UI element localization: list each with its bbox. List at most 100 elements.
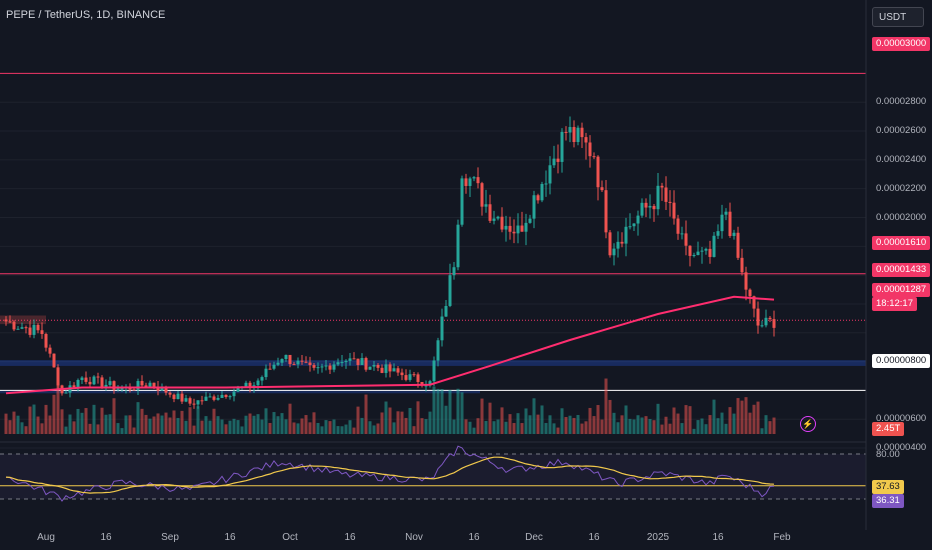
volume-bar [156, 413, 160, 434]
candle-body [184, 398, 188, 402]
candle-body [496, 216, 500, 219]
candle-body [348, 358, 352, 361]
candle-body [328, 365, 332, 370]
volume-bar [300, 418, 304, 434]
volume-bar [600, 419, 604, 434]
volume-bar [140, 408, 144, 434]
volume-bar [340, 426, 344, 434]
volume-bar [488, 402, 492, 434]
volume-bar [708, 415, 712, 434]
candle-body [344, 360, 348, 363]
candle-body [352, 358, 356, 360]
candle-body [4, 319, 8, 322]
candle-body [216, 397, 220, 400]
volume-bar [392, 422, 396, 434]
candle-body [172, 394, 176, 400]
volume-bar [728, 407, 732, 434]
rsi-ma-line [5, 456, 775, 494]
volume-bar [472, 427, 476, 434]
volume-bar [656, 403, 660, 434]
price-tick-label: 0.00002000 [876, 211, 927, 223]
candle-body [164, 386, 168, 393]
volume-bar [236, 420, 240, 434]
volume-bar [196, 406, 200, 434]
time-tick-label: 16 [344, 532, 356, 543]
candle-body [284, 354, 288, 359]
candle-body [772, 319, 776, 328]
volume-bar [440, 388, 444, 434]
volume-bar [664, 416, 668, 434]
candle-body [756, 308, 760, 326]
candle-body [292, 364, 296, 366]
volume-bar [292, 422, 296, 434]
volume-bar [108, 414, 112, 434]
candle-body [560, 131, 564, 162]
volume-tag: 2.45T [872, 422, 905, 436]
volume-bar [28, 406, 32, 434]
candle-body [760, 325, 764, 327]
volume-bar [72, 421, 76, 434]
rsi-ma-tag: 37.63 [872, 480, 904, 494]
candle-body [380, 367, 384, 373]
volume-bar [528, 415, 532, 434]
volume-bar [484, 420, 488, 434]
volume-bar [436, 388, 440, 434]
candle-body [688, 245, 692, 256]
volume-bar [16, 415, 20, 434]
currency-button[interactable]: USDT [872, 7, 924, 27]
volume-bar [644, 416, 648, 434]
candle-body [596, 156, 600, 188]
volume-bar [504, 421, 508, 434]
volume-bar [564, 417, 568, 434]
volume-bar [464, 419, 468, 434]
volume-bar [208, 420, 212, 434]
volume-bar [360, 417, 364, 434]
moving-average [5, 295, 775, 395]
candle-body [224, 394, 228, 397]
volume-bar [128, 415, 132, 434]
candle-body [336, 362, 340, 365]
volume-bar [104, 414, 108, 434]
volume-bar [308, 422, 312, 434]
volume-bar [36, 416, 40, 434]
volume-bar [312, 412, 316, 434]
volume-bar [736, 398, 740, 434]
price-tick-label: 0.00000600 [876, 413, 927, 425]
candle-body [272, 364, 276, 369]
volume-bar [316, 422, 320, 434]
volume-bar [668, 423, 672, 434]
volume-bar [168, 417, 172, 434]
candle-body [616, 241, 620, 249]
volume-bar [588, 407, 592, 434]
candle-body [460, 178, 464, 225]
candle-body [404, 375, 408, 380]
volume-bar [452, 419, 456, 434]
volume-bar [732, 413, 736, 434]
volume-bar [512, 423, 516, 434]
price-tick-label: 0.00002200 [876, 182, 927, 194]
candle-body [92, 376, 96, 385]
volume-bar [336, 426, 340, 434]
volume-bar [692, 428, 696, 434]
candle-body [44, 334, 48, 348]
rsi-line [5, 445, 775, 502]
candle-body [20, 327, 24, 329]
lightning-icon[interactable]: ⚡ [800, 416, 816, 432]
candle-body [716, 231, 720, 236]
volume-bar [532, 398, 536, 434]
candle-body [24, 327, 28, 329]
volume-bar [32, 404, 36, 434]
volume-bar [544, 423, 548, 434]
candle-body [752, 296, 756, 309]
volume-bar [608, 399, 612, 434]
volume-bar [712, 399, 716, 434]
candle-body [116, 388, 120, 390]
candle-body [376, 364, 380, 368]
candle-body [576, 127, 580, 142]
volume-bar [88, 423, 92, 434]
volume-bar [748, 412, 752, 434]
candle-body [516, 225, 520, 234]
candle-body [308, 362, 312, 366]
volume-bar [204, 416, 208, 434]
